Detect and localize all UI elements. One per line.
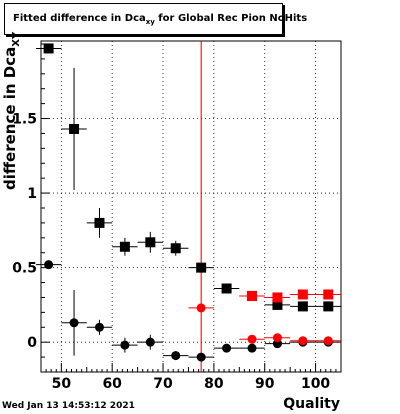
circle-marker bbox=[272, 333, 282, 343]
circle-marker bbox=[247, 343, 257, 353]
y-tick-label: 1 bbox=[27, 186, 37, 202]
y-axis-label-subscript: XY bbox=[11, 31, 22, 47]
chart-title-subscript: xy bbox=[145, 18, 155, 26]
plot-frame bbox=[40, 40, 342, 373]
square-marker bbox=[247, 290, 258, 301]
square-marker bbox=[323, 289, 334, 300]
square-marker bbox=[196, 262, 207, 273]
circle-marker bbox=[196, 352, 206, 362]
circle-marker bbox=[196, 303, 206, 313]
y-tick-label: 0 bbox=[27, 335, 37, 351]
square-marker bbox=[43, 43, 54, 54]
circle-marker bbox=[94, 322, 104, 332]
circle-marker bbox=[247, 334, 257, 344]
circle-marker bbox=[44, 260, 54, 270]
circle-marker bbox=[298, 336, 308, 346]
x-tick-label: 100 bbox=[301, 376, 330, 392]
circle-marker bbox=[120, 340, 130, 350]
y-tick-label: 0.5 bbox=[12, 261, 37, 277]
square-marker bbox=[145, 237, 156, 248]
circle-marker bbox=[323, 336, 333, 346]
chart-title-prefix: Fitted difference in Dca bbox=[13, 13, 146, 24]
y-axis-label-text: difference in Dca bbox=[1, 46, 19, 190]
square-marker bbox=[272, 299, 283, 310]
square-marker bbox=[94, 217, 105, 228]
square-marker bbox=[119, 241, 130, 252]
x-tick-label: 50 bbox=[52, 376, 72, 392]
circle-marker bbox=[222, 343, 232, 353]
x-tick-label: 90 bbox=[255, 376, 275, 392]
chart-title: Fitted difference in Dcaxy for Global Re… bbox=[13, 13, 307, 26]
square-marker bbox=[297, 289, 308, 300]
square-marker bbox=[323, 301, 334, 312]
chart-title-box: Fitted difference in Dcaxy for Global Re… bbox=[4, 3, 307, 35]
square-marker bbox=[221, 283, 232, 294]
timestamp-footer: Wed Jan 13 14:53:12 2021 bbox=[2, 401, 135, 411]
y-axis-label: difference in DcaXY bbox=[1, 32, 22, 190]
circle-marker bbox=[145, 337, 155, 347]
square-marker bbox=[170, 243, 181, 254]
square-marker bbox=[69, 123, 80, 134]
y-tick-label: 1.5 bbox=[12, 112, 37, 128]
x-axis-label: Quality bbox=[283, 396, 340, 412]
x-tick-label: 70 bbox=[153, 376, 173, 392]
square-marker bbox=[272, 292, 283, 303]
chart-title-suffix: for Global Rec Pion NoHits bbox=[154, 13, 308, 24]
x-tick-label: 60 bbox=[102, 376, 122, 392]
circle-marker bbox=[171, 351, 181, 361]
x-tick-label: 80 bbox=[204, 376, 224, 392]
circle-marker bbox=[69, 318, 79, 328]
square-marker bbox=[297, 301, 308, 312]
